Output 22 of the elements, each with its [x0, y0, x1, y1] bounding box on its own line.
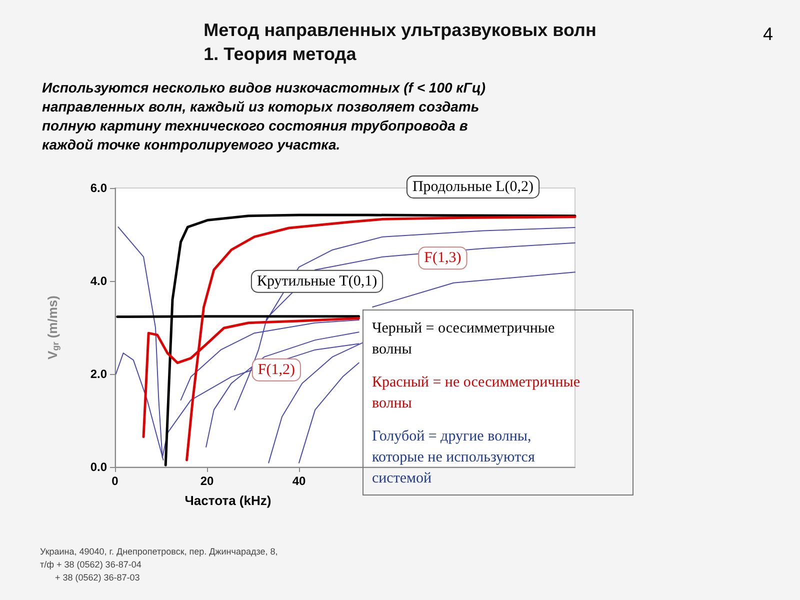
y-tick-label: 0.0 — [90, 460, 108, 474]
text: Украина, 49040, г. Днепропетровск, пер. Джинчарадзе, 8, — [40, 546, 278, 556]
x-tick-label: 40 — [292, 474, 306, 488]
annotation: Голубой = другие волны, которые не используются системой — [372, 428, 535, 486]
text: 4 — [762, 24, 774, 44]
y-tick-label: 2.0 — [90, 367, 108, 381]
text: + 38 (0562) 36-87-03 — [55, 572, 140, 582]
chart-title: Метод направленных ультразвуковых волн 1. Теория метода — [204, 20, 596, 64]
series-label: Продольные L(0,2) — [412, 178, 534, 195]
y-tick-label: 6.0 — [90, 181, 108, 195]
x-tick-label: 20 — [200, 474, 214, 488]
x-tick-label: 0 — [112, 474, 119, 488]
text: F(1,3) — [424, 250, 462, 266]
text: F(1,2) — [258, 362, 295, 378]
chart-subtitle: Используются несколько видов низкочастотных (f < 100 кГц) направленных волн, каждый из которых позволяет создать полную картину технического состояния трубопровода в каждой точке контролируемого участка. — [42, 80, 490, 152]
annotation: Красный = не осесимметричные волны — [372, 374, 580, 412]
text: т/ф + 38 (0562) 36-87-04 — [40, 560, 142, 570]
y-tick-label: 4.0 — [90, 274, 108, 288]
annotation: Черный = осесимметричные волны — [372, 320, 555, 358]
y-axis-title: Vgr (m/ms) — [45, 296, 60, 360]
x-axis-title: Частота (kHz) — [184, 493, 272, 508]
series-label: Крутильные T(0,1) — [256, 273, 378, 290]
